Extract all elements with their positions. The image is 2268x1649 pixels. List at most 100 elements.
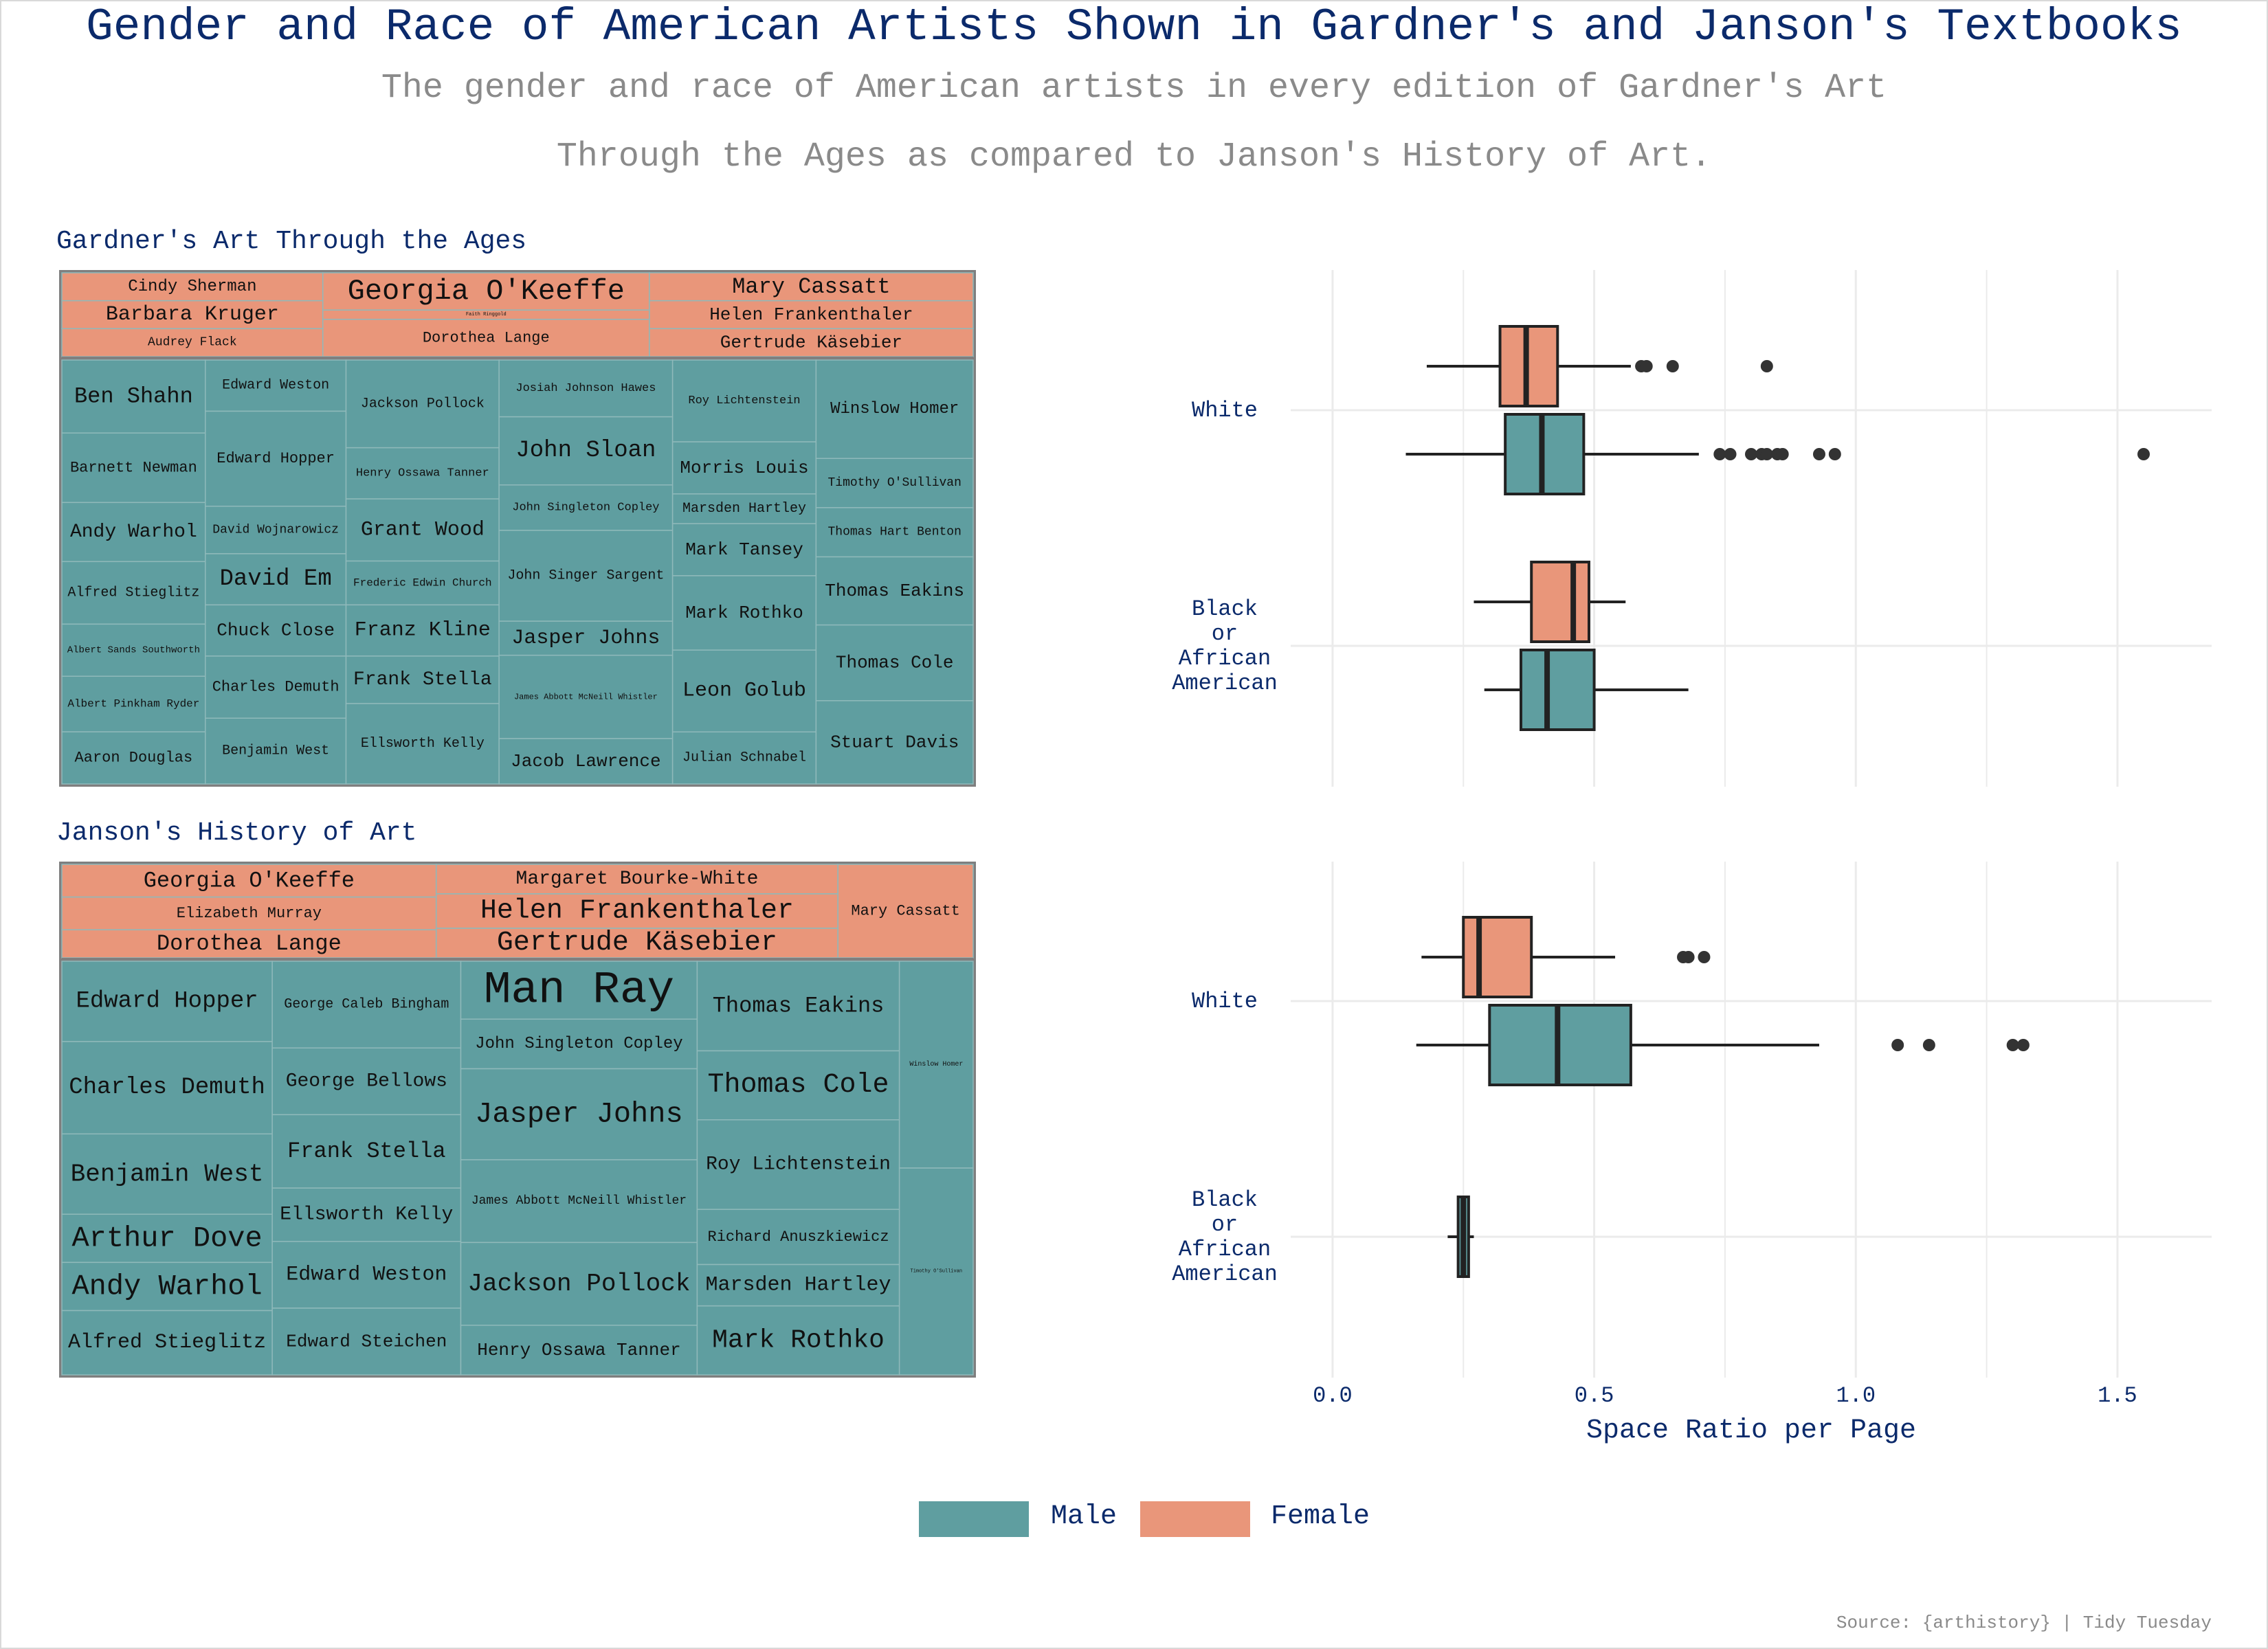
treemap-label-timothy-o-sullivan: Timothy O'Sullivan	[911, 1269, 963, 1275]
treemap-label-albert-sands-southworth: Albert Sands Southworth	[67, 644, 200, 655]
treemap-tile-john-sloan	[498, 416, 674, 486]
x-tick-label: 1.0	[1836, 1383, 1876, 1409]
treemap-label-jackson-pollock: Jackson Pollock	[361, 396, 485, 412]
treemap-tile-franz-kline	[345, 604, 500, 657]
outlier-point	[1922, 1039, 1935, 1051]
treemap-tile-thomas-cole	[815, 624, 974, 702]
treemap-label-andy-warhol: Andy Warhol	[71, 1270, 262, 1303]
treemap-tile-barbara-kruger	[61, 300, 324, 330]
outlier-point	[1760, 448, 1773, 460]
x-tick-label: 0.0	[1313, 1383, 1353, 1409]
box-iqr	[1530, 561, 1590, 643]
treemap-label-thomas-eakins: Thomas Eakins	[713, 994, 885, 1019]
category-label-white: White	[1192, 989, 1258, 1014]
chart-subtitle-line-1: The gender and race of American artists …	[381, 69, 1887, 108]
treemap-label-ellsworth-kelly: Ellsworth Kelly	[361, 736, 485, 752]
treemap-label-roy-lichtenstein: Roy Lichtenstein	[706, 1154, 891, 1175]
treemap-tile-jackson-pollock	[345, 359, 500, 449]
legend: Male Female	[919, 1501, 1400, 1540]
box-black-or-african-american-male	[1447, 1196, 1474, 1278]
treemap-label-marsden-hartley: Marsden Hartley	[706, 1274, 891, 1297]
treemap-label-timothy-o-sullivan: Timothy O'Sullivan	[827, 476, 961, 490]
treemap-label-albert-pinkham-ryder: Albert Pinkham Ryder	[67, 698, 199, 710]
treemap-tile-andy-warhol	[61, 1261, 273, 1312]
treemap-tile-barnett-newman	[61, 432, 206, 504]
treemap-label-charles-demuth: Charles Demuth	[212, 679, 340, 696]
source-caption: Source: {arthistory} | Tidy Tuesday	[1836, 1613, 2212, 1633]
treemap-tile-george-caleb-bingham	[271, 961, 462, 1048]
treemap-label-julian-schnabel: Julian Schnabel	[682, 750, 806, 766]
treemap-label-georgia-o-keeffe: Georgia O'Keeffe	[144, 868, 355, 893]
treemap-tile-henry-ossawa-tanner	[345, 447, 500, 500]
outlier-point	[1682, 951, 1695, 963]
treemap-tile-frederic-edwin-church	[345, 560, 500, 606]
treemap-tile-alfred-stieglitz	[61, 1310, 273, 1376]
outlier-point	[2006, 1039, 2019, 1051]
treemap-label-barbara-kruger: Barbara Kruger	[106, 303, 279, 326]
treemap-label-audrey-flack: Audrey Flack	[148, 336, 237, 350]
treemap-label-elizabeth-murray: Elizabeth Murray	[177, 905, 322, 922]
treemap-label-alfred-stieglitz: Alfred Stieglitz	[67, 585, 199, 601]
treemap-label-henry-ossawa-tanner: Henry Ossawa Tanner	[477, 1340, 680, 1360]
outlier-point	[1724, 448, 1737, 460]
treemap-tile-albert-pinkham-ryder	[61, 675, 206, 732]
treemap-tile-charles-demuth	[204, 655, 347, 719]
treemap-tile-roy-lichtenstein	[696, 1119, 900, 1210]
treemap-label-edward-steichen: Edward Steichen	[286, 1331, 447, 1351]
treemap-tile-john-singleton-copley	[498, 484, 674, 531]
treemap-label-mary-cassatt: Mary Cassatt	[732, 274, 890, 300]
treemap-label-stuart-davis: Stuart Davis	[830, 732, 959, 752]
box-black-or-african-american-female	[1474, 561, 1626, 643]
treemap-label-frederic-edwin-church: Frederic Edwin Church	[353, 576, 492, 589]
box-white-female	[1426, 325, 1773, 407]
outlier-point	[1713, 448, 1726, 460]
treemap-tile-henry-ossawa-tanner	[460, 1325, 698, 1376]
boxplot-panel-janson-s-history-of-art: White Black or African American 0.0 0.5 1.0 1.5 S…	[1172, 862, 2212, 1446]
x-tick-label: 1.5	[2098, 1383, 2137, 1409]
treemap-label-helen-frankenthaler: Helen Frankenthaler	[480, 896, 794, 927]
treemap-label-aaron-douglas: Aaron Douglas	[75, 750, 193, 767]
legend-swatch-female	[1140, 1501, 1250, 1537]
treemap-label-jackson-pollock: Jackson Pollock	[467, 1270, 690, 1298]
treemap-label-winslow-homer: Winslow Homer	[909, 1060, 963, 1068]
treemap-label-helen-frankenthaler: Helen Frankenthaler	[709, 304, 913, 325]
treemap-tile-edward-hopper	[61, 961, 273, 1042]
treemap-tile-gertrude-k-sebier	[649, 328, 974, 357]
treemap-tile-marsden-hartley	[696, 1264, 900, 1307]
box-white-female	[1421, 916, 1711, 998]
treemap-tile-david-wojnarowicz	[204, 506, 347, 554]
treemap-tile-aaron-douglas	[61, 731, 206, 785]
treemap-label-gertrude-k-sebier: Gertrude Käsebier	[497, 928, 777, 958]
treemap-tile-david-em	[204, 553, 347, 606]
treemap-tile-grant-wood	[345, 498, 500, 562]
treemap-tile-edward-steichen	[271, 1308, 462, 1376]
treemap-tile-george-bellows	[271, 1047, 462, 1116]
box-iqr	[1520, 649, 1596, 731]
treemap-tile-thomas-eakins	[696, 961, 900, 1052]
treemap-label-frank-stella: Frank Stella	[353, 669, 492, 691]
treemap-label-marsden-hartley: Marsden Hartley	[682, 501, 806, 517]
treemap-tile-benjamin-west	[61, 1133, 273, 1215]
treemap-label-barnett-newman: Barnett Newman	[70, 459, 197, 476]
category-label-white: White	[1192, 398, 1258, 423]
treemap-tile-gertrude-k-sebier	[435, 928, 838, 958]
treemap-tile-margaret-bourke-white	[435, 864, 838, 895]
treemap-group-separator	[62, 958, 973, 961]
chart-title: Gender and Race of American Artists Show…	[86, 1, 2182, 53]
treemap-tile-john-singleton-copley	[460, 1018, 698, 1070]
treemap-label-james-abbott-mcneill-whistler: James Abbott McNeill Whistler	[471, 1194, 687, 1208]
treemap-tile-jackson-pollock	[460, 1242, 698, 1326]
treemap-label-thomas-eakins: Thomas Eakins	[825, 581, 964, 601]
treemap-label-henry-ossawa-tanner: Henry Ossawa Tanner	[356, 467, 489, 480]
treemap-label-edward-hopper: Edward Hopper	[216, 450, 335, 467]
treemap-tile-frank-stella	[345, 655, 500, 704]
treemap-label-man-ray: Man Ray	[484, 965, 674, 1016]
gardner-panel-title: Gardner's Art Through the Ages	[56, 227, 527, 256]
treemap-label-edward-hopper: Edward Hopper	[76, 988, 258, 1014]
outlier-point	[1812, 448, 1825, 460]
treemap-label-david-em: David Em	[220, 566, 332, 592]
treemap-label-ben-shahn: Ben Shahn	[74, 384, 193, 410]
treemap-label-jasper-johns: Jasper Johns	[511, 627, 660, 650]
treemap-tile-edward-hopper	[204, 410, 347, 507]
